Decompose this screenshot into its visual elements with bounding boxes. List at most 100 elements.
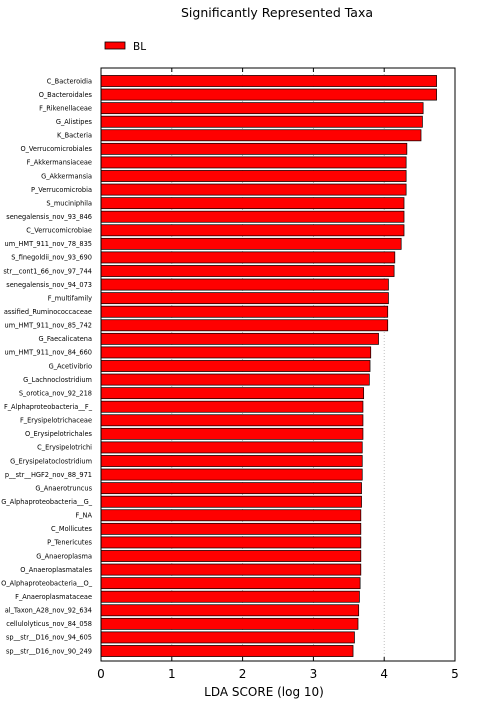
bar-34 — [100, 522, 362, 535]
category-label-20: G_Faecalicatena — [38, 335, 92, 343]
x-axis-ticks: 0 1 2 3 4 5 — [97, 68, 459, 681]
category-label-18: assified_Ruminococcaceae — [4, 308, 92, 316]
legend: BL — [104, 41, 146, 53]
bar-37 — [100, 563, 362, 576]
category-label-19: um_HMT_911_nov_85_742 — [5, 322, 92, 330]
bar-12 — [100, 224, 405, 237]
bar-43 — [100, 645, 354, 657]
plot-frame — [100, 67, 456, 662]
category-label-36: G_Anaeroplasma — [36, 552, 92, 560]
bar-32 — [100, 495, 362, 508]
category-label-17: F_multifamily — [48, 294, 92, 302]
bar-42 — [100, 631, 355, 644]
category-label-5: K_Bacteria — [57, 132, 92, 140]
category-label-16: senegalensis_nov_94_073 — [6, 281, 92, 289]
category-label-3: F_Rikenellaceae — [39, 104, 92, 112]
category-label-13: um_HMT_911_nov_78_835 — [5, 240, 92, 248]
bar-33 — [100, 509, 362, 522]
category-labels: C_Bacteroidia O_Bacteroidales F_Rikenellac… — [1, 77, 93, 655]
bar-31 — [100, 482, 362, 495]
category-label-7: F_Akkermansiaceae — [27, 159, 92, 167]
category-label-1: C_Bacteroidia — [47, 77, 92, 85]
category-label-21: um_HMT_911_nov_84_660 — [5, 349, 92, 357]
bar-19 — [100, 319, 389, 332]
category-label-10: S_muciniphila — [46, 199, 92, 207]
category-label-43: sp__str__D16_nov_90_249 — [6, 647, 92, 655]
category-label-22: G_Acetivibrio — [49, 362, 92, 370]
category-label-34: C_Mollicutes — [51, 525, 93, 533]
tick-label-5: 5 — [451, 667, 459, 681]
category-label-37: O_Anaeroplasmatales — [20, 566, 92, 574]
bar-39 — [100, 590, 360, 603]
legend-label-bl: BL — [133, 41, 146, 53]
category-label-15: str__cont1_66_nov_97_744 — [3, 267, 92, 275]
bar-26 — [100, 414, 364, 427]
bars — [100, 75, 437, 657]
bar-40 — [100, 604, 360, 617]
bar-22 — [100, 360, 371, 372]
category-label-31: G_Anaerotruncus — [35, 484, 92, 492]
category-label-30: p__str__HGF2_nov_88_971 — [5, 471, 92, 479]
category-label-26: F_Erysipelotrichaceae — [20, 417, 92, 425]
category-label-28: C_Erysipelotrichi — [37, 444, 92, 452]
category-label-38: O_Alphaproteobacteria__O_ — [1, 579, 93, 587]
bar-7 — [100, 156, 407, 169]
legend-swatch-bl — [104, 41, 126, 50]
x-axis-label: LDA SCORE (log 10) — [204, 685, 324, 699]
bar-38 — [100, 577, 361, 590]
bar-11 — [100, 210, 405, 223]
category-label-2: O_Bacteroidales — [39, 91, 93, 99]
bar-1 — [100, 75, 437, 87]
bar-4 — [100, 115, 423, 128]
category-label-24: S_orotica_nov_92_218 — [19, 389, 92, 397]
bar-28 — [100, 441, 363, 454]
bar-30 — [100, 468, 363, 481]
bar-3 — [100, 102, 424, 115]
tick-label-1: 1 — [168, 667, 176, 681]
bar-27 — [100, 427, 364, 440]
bar-14 — [100, 251, 396, 264]
tick-label-4: 4 — [380, 667, 388, 681]
bar-18 — [100, 305, 389, 318]
bar-25 — [100, 400, 364, 413]
category-label-33: F_NA — [75, 512, 92, 520]
category-label-25: F_Alphaproteobacteria__F_ — [4, 403, 93, 411]
category-label-9: P_Verrucomicrobia — [31, 186, 92, 194]
bar-16 — [100, 278, 389, 291]
bar-41 — [100, 617, 359, 630]
bar-6 — [100, 142, 408, 155]
bar-15 — [100, 265, 395, 277]
bar-2 — [100, 88, 437, 101]
bar-29 — [100, 455, 363, 467]
bar-13 — [100, 237, 402, 250]
category-label-39: F_Anaeroplasmataceae — [15, 593, 92, 601]
bar-21 — [100, 346, 372, 359]
bar-8 — [100, 170, 407, 182]
bar-20 — [100, 332, 379, 345]
category-label-11: senegalensis_nov_93_846 — [6, 213, 92, 221]
category-label-29: G_Erysipelatoclostridium — [10, 457, 92, 465]
category-label-32: G_Alphaproteobacteria__G_ — [1, 498, 92, 506]
tick-label-3: 3 — [310, 667, 318, 681]
chart-title: Significantly Represented Taxa — [181, 5, 373, 20]
bar-24 — [100, 387, 365, 400]
category-label-4: G_Alistipes — [56, 118, 93, 126]
category-label-41: cellulolyticus_nov_84_058 — [6, 620, 92, 628]
tick-label-2: 2 — [239, 667, 247, 681]
category-label-23: G_Lachnoclostridium — [23, 376, 92, 384]
bar-5 — [100, 129, 422, 142]
bar-23 — [100, 373, 370, 386]
category-label-14: S_finegoldii_nov_93_690 — [11, 254, 92, 262]
bar-9 — [100, 183, 407, 196]
category-label-27: O_Erysipelotrichales — [25, 430, 93, 438]
bar-35 — [100, 536, 362, 549]
tick-label-0: 0 — [97, 667, 105, 681]
bar-17 — [100, 292, 389, 305]
category-label-12: C_Verrucomicrobiae — [26, 227, 92, 235]
category-label-35: P_Tenericutes — [47, 539, 92, 547]
bar-10 — [100, 197, 405, 210]
category-label-8: G_Akkermansia — [41, 172, 92, 180]
category-label-6: O_Verrucomicrobiales — [20, 145, 92, 153]
category-label-42: sp__str__D16_nov_94_605 — [6, 634, 92, 642]
